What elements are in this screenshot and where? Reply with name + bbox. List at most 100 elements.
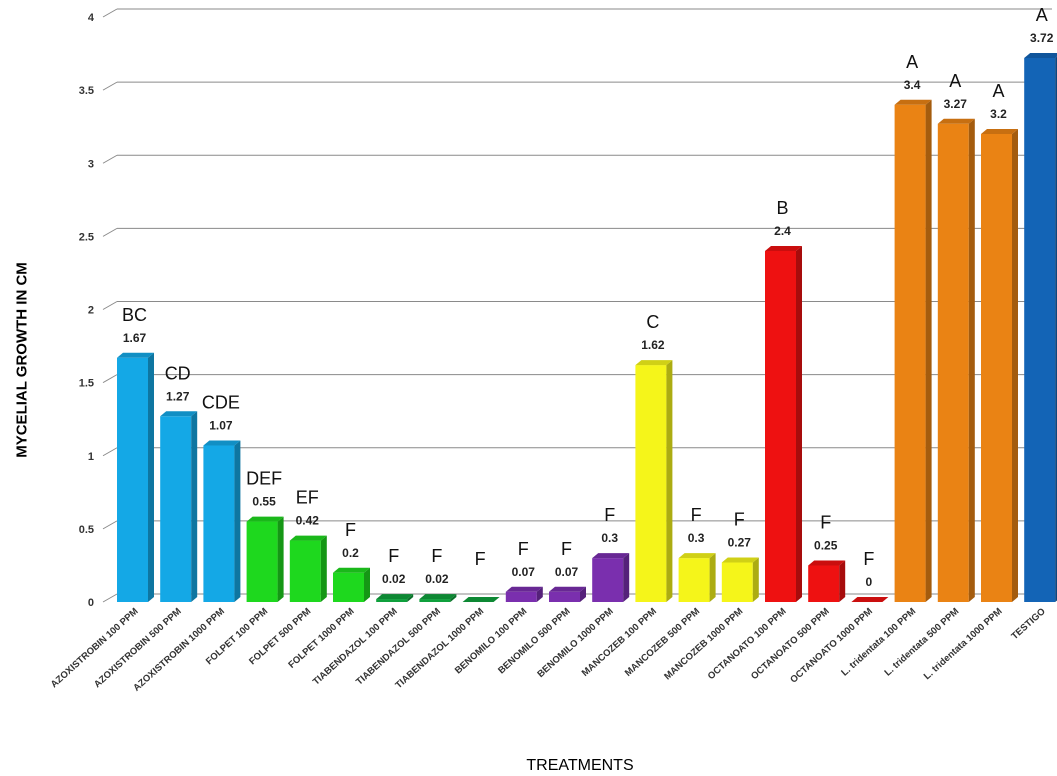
bar-front [765, 251, 796, 602]
bar-front [289, 540, 321, 602]
value-label: 1.62 [641, 338, 665, 352]
bar-top [635, 360, 673, 366]
x-tick-label: MANCOZEB 500 PPM [623, 606, 702, 679]
bar [678, 553, 716, 602]
group-letter: F [431, 546, 442, 566]
group-letter: F [561, 539, 572, 559]
bar [117, 352, 154, 602]
group-letter: F [691, 505, 702, 525]
group-letter: F [863, 549, 874, 569]
bar-side [752, 557, 759, 602]
value-labels: 1.67 1.27 1.07 0.55 0.42 0.2 0.02 0.02 0.07 0.07 0… [123, 31, 1054, 589]
group-letter: CDE [202, 393, 240, 413]
bar-top [851, 597, 889, 602]
value-label: 3.72 [1030, 31, 1054, 45]
bar-side [925, 99, 932, 602]
bar [419, 594, 457, 602]
bar-side [320, 535, 327, 602]
bar-top [289, 535, 327, 541]
bar-front [203, 445, 235, 602]
x-tick-label: AZOXISTROBIN 100 PPM [49, 606, 141, 690]
group-letter: DEF [246, 469, 282, 489]
group-letter: F [518, 539, 529, 559]
value-label: 0.07 [512, 565, 536, 579]
y-tick-label: 4 [88, 12, 95, 24]
gridline-slant [102, 154, 118, 164]
bar-side [1012, 129, 1018, 602]
value-label: 0 [866, 575, 873, 589]
value-label: 0.27 [728, 536, 752, 550]
group-letter: F [604, 505, 615, 525]
bar-top [246, 516, 284, 522]
bar-front [937, 123, 969, 602]
bar [721, 557, 759, 602]
value-label: 0.55 [252, 495, 276, 509]
bar [808, 560, 846, 602]
value-label: 3.4 [904, 78, 921, 92]
x-axis-title: TREATMENTS [526, 757, 634, 774]
bar [462, 597, 500, 603]
x-tick-label: MANCOZEB 1000 PPM [662, 606, 745, 682]
bar [981, 129, 1018, 602]
group-letter: F [388, 546, 399, 566]
group-letter: F [475, 549, 486, 569]
bar-top [765, 246, 802, 251]
gridline-slant [102, 447, 118, 457]
bar [289, 535, 327, 602]
value-label: 0.25 [814, 538, 838, 552]
bar [851, 597, 889, 603]
y-tick-label: 2.5 [79, 231, 94, 243]
group-letter: C [646, 312, 659, 332]
bar-front [635, 365, 667, 602]
bar-side [709, 553, 716, 602]
bar [549, 586, 586, 602]
bar [937, 118, 975, 602]
group-letters: BC CD CDE DEF EF F F F F F F F C F F B F F A A A A [122, 5, 1048, 569]
value-label: 3.27 [944, 97, 968, 111]
value-label: 0.2 [342, 546, 359, 560]
group-letter: A [949, 71, 961, 91]
value-label: 1.07 [209, 419, 233, 433]
x-tick-label: TESTIGO [1009, 606, 1047, 642]
bar-top [376, 594, 414, 600]
bar-top [721, 557, 759, 563]
bar [333, 567, 370, 602]
gridline-slant [102, 374, 118, 384]
bar-side [839, 560, 846, 602]
bar-side [234, 440, 241, 602]
bar-front [333, 572, 364, 602]
bar-front [549, 591, 580, 602]
group-letter: BC [122, 305, 147, 325]
bar-top [1024, 52, 1057, 58]
x-tick-label: BENOMILO 1000 PPM [535, 606, 615, 680]
bar-side [364, 567, 370, 602]
bar-front [721, 562, 753, 602]
bar-side [450, 594, 457, 602]
group-letter: A [906, 52, 918, 72]
bar-front [1024, 57, 1056, 602]
y-axis-title: MYCELIAL GROWTH IN CM [13, 262, 31, 458]
bar-front [678, 558, 710, 602]
bar-top [592, 553, 630, 559]
bar-side [191, 411, 198, 602]
value-label: 0.02 [425, 572, 449, 586]
value-label: 2.4 [774, 224, 791, 238]
bar-front [894, 104, 926, 602]
group-letter: B [776, 198, 788, 218]
bar [592, 553, 630, 602]
bar-top [894, 99, 932, 105]
x-tick-label: L. tridentata 100 PPM [839, 606, 918, 679]
bar-front [505, 591, 537, 602]
value-label: 0.02 [382, 572, 406, 586]
bar-top [117, 352, 154, 358]
bar-side [536, 586, 543, 602]
bar [635, 360, 673, 602]
bar-side [148, 352, 154, 602]
y-tick-label: 0.5 [79, 524, 94, 536]
bar-front [419, 599, 451, 602]
bar [246, 516, 284, 602]
x-tick-label: BENOMILO 100 PPM [453, 606, 529, 676]
bar [894, 99, 932, 602]
